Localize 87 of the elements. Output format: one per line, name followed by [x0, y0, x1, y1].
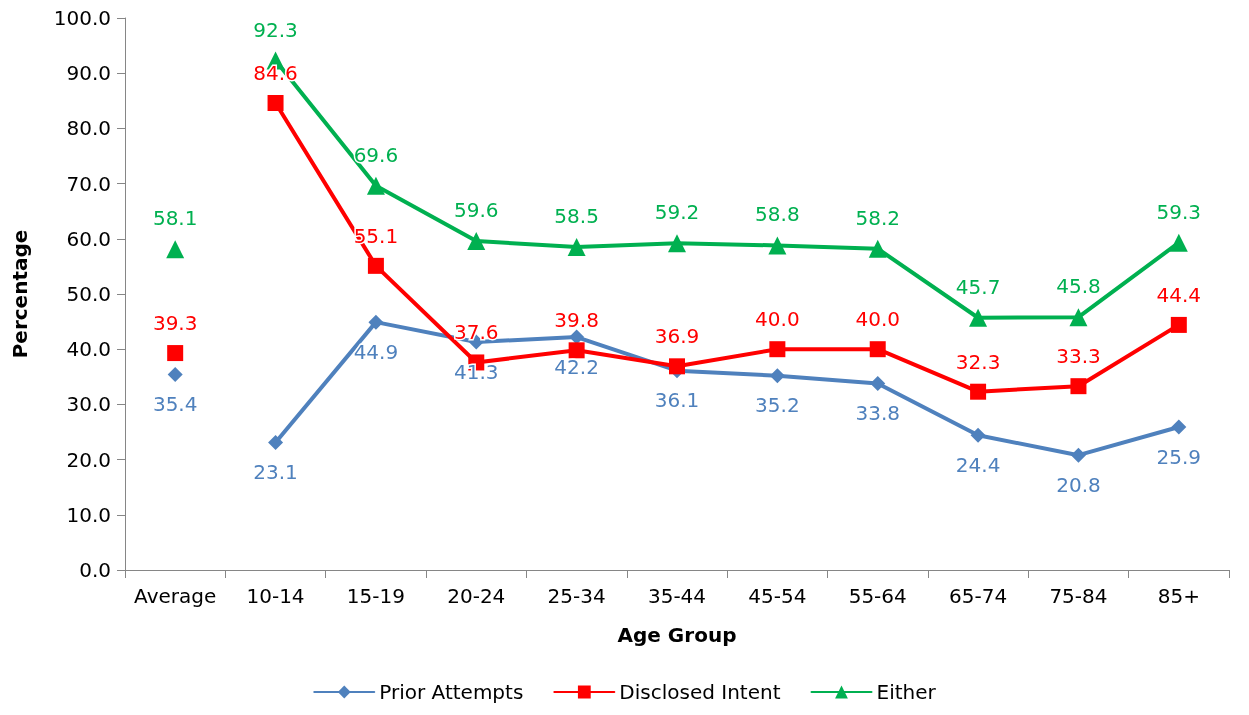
point — [1171, 419, 1187, 435]
point — [769, 368, 785, 384]
data-label: 45.8 — [1056, 274, 1101, 299]
data-label: 44.4 — [1156, 282, 1202, 307]
point — [1170, 316, 1187, 333]
data-label: 39.3 — [152, 311, 198, 336]
data-label: 20.8 — [1056, 472, 1101, 497]
y-axis-title: Percentage — [8, 229, 32, 359]
data-label: 33.8 — [855, 400, 900, 425]
point — [368, 314, 384, 330]
data-label: 32.3 — [955, 349, 1001, 374]
point — [1070, 378, 1087, 395]
point — [366, 176, 385, 195]
point — [769, 341, 786, 358]
x-axis-title: Age Group — [617, 623, 737, 647]
data-label: 59.3 — [1156, 199, 1202, 224]
data-label: 92.3 — [253, 17, 298, 42]
point — [1169, 233, 1188, 252]
y-tick-label: 60.0 — [66, 226, 111, 251]
point — [668, 234, 686, 253]
point — [1070, 447, 1086, 463]
x-tick-label: 55-64 — [848, 584, 907, 608]
point — [969, 308, 988, 327]
data-label: 35.2 — [755, 393, 800, 418]
y-tick-label: 70.0 — [66, 171, 111, 196]
data-label: 42.2 — [554, 354, 599, 379]
data-label: 59.6 — [454, 198, 499, 223]
legend-label: Prior Attempts — [379, 680, 524, 704]
data-label: 58.2 — [855, 205, 900, 230]
data-label: 41.3 — [454, 359, 499, 384]
x-tick-label: 75-84 — [1049, 584, 1108, 608]
data-label: 23.1 — [253, 459, 298, 484]
legend-label: Either — [876, 680, 937, 704]
x-tick-label: 20-24 — [447, 584, 506, 608]
data-label: 45.7 — [955, 274, 1001, 299]
y-tick-label: 90.0 — [66, 61, 111, 86]
x-tick-label: Average — [134, 584, 217, 608]
data-label: 40.0 — [755, 307, 800, 332]
point — [167, 367, 183, 383]
data-label: 44.9 — [353, 339, 399, 364]
point — [1069, 308, 1088, 327]
data-label: 36.1 — [654, 388, 700, 413]
data-label: 24.4 — [955, 452, 1001, 477]
y-tick-label: 30.0 — [66, 392, 111, 417]
point — [568, 342, 585, 359]
point — [869, 341, 886, 358]
y-tick-label: 80.0 — [66, 116, 111, 141]
y-tick-label: 0.0 — [79, 558, 111, 582]
point — [267, 95, 284, 112]
data-label: 58.8 — [755, 202, 800, 227]
data-label: 37.6 — [454, 320, 499, 345]
y-tick-label: 40.0 — [66, 337, 111, 362]
x-tick-label: 45-54 — [748, 584, 807, 608]
point — [970, 427, 986, 443]
data-label: 25.9 — [1156, 444, 1202, 469]
point — [367, 257, 384, 274]
point — [569, 329, 585, 345]
data-label: 33.3 — [1056, 344, 1101, 369]
x-tick-label: 35-44 — [647, 584, 707, 608]
data-label: 36.9 — [654, 324, 700, 349]
y-tick-label: 100.0 — [53, 6, 111, 30]
point — [868, 239, 887, 258]
point — [268, 434, 284, 450]
y-tick-label: 50.0 — [66, 282, 111, 306]
x-tick-label: 15-19 — [346, 584, 405, 608]
data-label: 35.4 — [152, 392, 198, 417]
data-label: 69.6 — [353, 142, 399, 167]
point — [567, 238, 586, 257]
point — [870, 375, 886, 391]
data-label: 58.1 — [152, 206, 198, 231]
legend-label: Disclosed Intent — [619, 680, 781, 704]
point — [166, 240, 185, 259]
data-label: 59.2 — [654, 200, 700, 225]
point — [970, 383, 987, 400]
x-tick-label: 65-74 — [949, 584, 1008, 608]
data-label: 58.5 — [554, 204, 599, 229]
data-label: 40.0 — [855, 307, 900, 332]
x-tick-label: 85+ — [1157, 584, 1200, 608]
point — [467, 232, 486, 251]
y-tick-label: 20.0 — [66, 447, 111, 472]
point — [167, 345, 184, 362]
point — [669, 358, 685, 375]
y-tick-label: 10.0 — [66, 502, 111, 527]
x-tick-label: 25-34 — [547, 584, 606, 608]
point — [768, 236, 787, 255]
data-label: 39.8 — [554, 308, 599, 333]
x-tick-label: 10-14 — [246, 584, 305, 608]
